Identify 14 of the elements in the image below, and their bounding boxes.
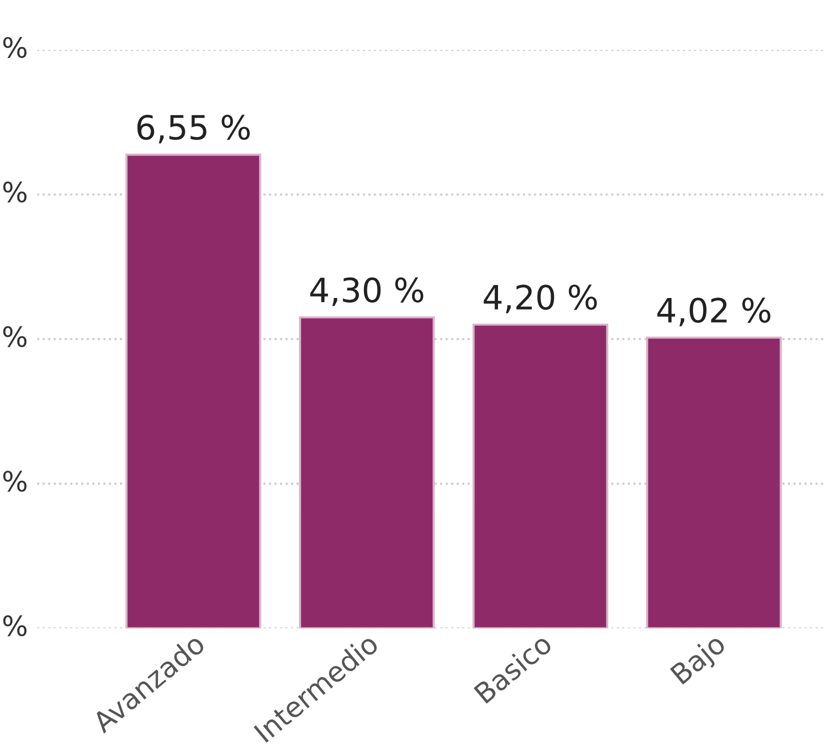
text: % <box>3 470 27 492</box>
x-tick-label: Bajo <box>669 632 730 689</box>
bar <box>125 154 262 628</box>
data-label: 6,55 % <box>137 114 250 144</box>
text: % <box>3 182 27 203</box>
bar <box>472 324 608 628</box>
text: % <box>3 36 27 58</box>
text: % <box>3 326 27 348</box>
bar <box>298 316 435 628</box>
text: % <box>3 615 27 636</box>
data-label: 4,20 % <box>484 284 597 314</box>
data-label: 4,30 % <box>310 277 424 306</box>
data-label: 4,02 % <box>657 298 770 326</box>
bar <box>646 336 782 628</box>
